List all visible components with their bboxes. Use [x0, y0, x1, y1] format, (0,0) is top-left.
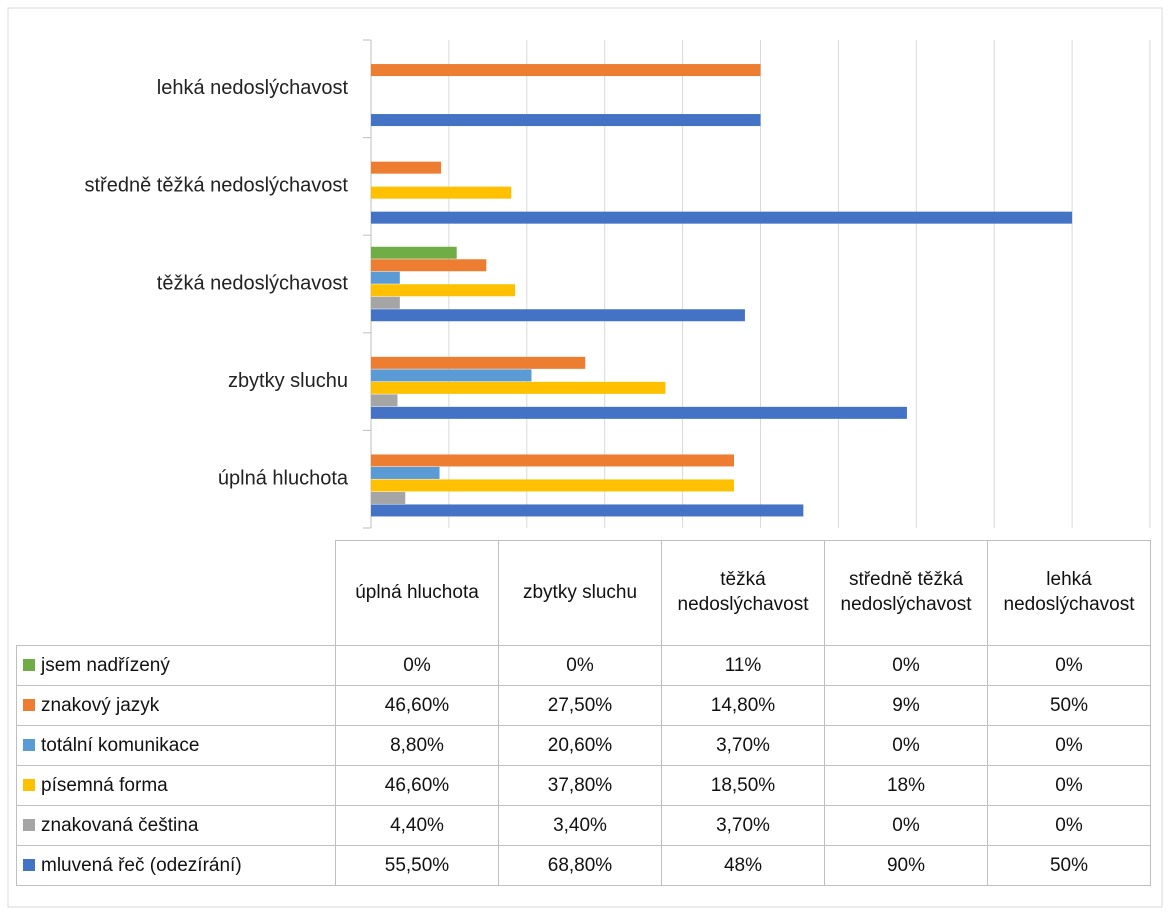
bar — [371, 381, 666, 394]
y-tick-label: středně těžká nedoslýchavost — [85, 175, 349, 197]
value-cell: 3,70% — [661, 725, 825, 766]
value-cell: 18,50% — [661, 765, 825, 806]
value-cell: 20,60% — [498, 725, 662, 766]
bar — [371, 406, 907, 419]
header-cell: lehká nedoslýchavost — [987, 540, 1151, 646]
bar — [371, 246, 457, 259]
value-cell: 0% — [498, 645, 662, 686]
value-cell: 0% — [824, 725, 988, 766]
legend-swatch — [23, 698, 35, 711]
bar — [371, 369, 532, 382]
table-row: totální komunikace 8,80% 20,60% 3,70% 0% 0% — [16, 725, 1151, 766]
legend-cell: jsem nadřízený — [16, 645, 336, 686]
value-cell: 46,60% — [335, 765, 499, 806]
bar — [371, 479, 735, 492]
value-cell: 14,80% — [661, 685, 825, 726]
chart-border — [7, 7, 1163, 908]
legend-cell: znakovaná čeština — [16, 805, 336, 846]
header-cell: úplná hluchota — [335, 540, 499, 646]
value-cell: 0% — [987, 645, 1151, 686]
legend-label: mluvená řeč (odezírání) — [41, 854, 242, 876]
bar — [371, 259, 487, 272]
bar — [371, 504, 804, 517]
value-cell: 37,80% — [498, 765, 662, 806]
table-row: znakový jazyk 46,60% 27,50% 14,80% 9% 50% — [16, 685, 1151, 726]
value-cell: 27,50% — [498, 685, 662, 726]
bar — [371, 64, 761, 77]
value-cell: 50% — [987, 845, 1151, 886]
value-cell: 8,80% — [335, 725, 499, 766]
table-row: znakovaná čeština 4,40% 3,40% 3,70% 0% 0% — [16, 805, 1151, 846]
legend-swatch — [23, 778, 35, 791]
value-cell: 0% — [335, 645, 499, 686]
value-cell: 18% — [824, 765, 988, 806]
bar — [371, 309, 745, 322]
bar — [371, 394, 398, 407]
bar — [371, 284, 516, 297]
y-tick-label: úplná hluchota — [218, 467, 349, 489]
legend-label: totální komunikace — [41, 734, 200, 756]
value-cell: 55,50% — [335, 845, 499, 886]
value-cell: 11% — [661, 645, 825, 686]
bar — [371, 186, 512, 199]
legend-cell: mluvená řeč (odezírání) — [16, 845, 336, 886]
value-cell: 0% — [824, 645, 988, 686]
legend-cell: písemná forma — [16, 765, 336, 806]
value-cell: 3,40% — [498, 805, 662, 846]
value-cell: 0% — [987, 805, 1151, 846]
legend-cell: znakový jazyk — [16, 685, 336, 726]
legend-swatch — [23, 658, 35, 671]
value-cell: 68,80% — [498, 845, 662, 886]
bar — [371, 296, 400, 309]
value-cell: 0% — [987, 725, 1151, 766]
bar — [371, 466, 440, 479]
y-tick-label: těžká nedoslýchavost — [157, 272, 349, 294]
header-cell: středně těžká nedoslýchavost — [824, 540, 988, 646]
header-row: úplná hluchota zbytky sluchu těžká nedoslý… — [16, 540, 1151, 646]
header-cell: zbytky sluchu — [498, 540, 662, 646]
value-cell: 48% — [661, 845, 825, 886]
legend-label: znakový jazyk — [41, 694, 160, 716]
table-row: mluvená řeč (odezírání) 55,50% 68,80% 48% 90… — [16, 845, 1151, 886]
value-cell: 3,70% — [661, 805, 825, 846]
legend-swatch — [23, 738, 35, 751]
value-cell: 4,40% — [335, 805, 499, 846]
legend-swatch — [23, 818, 35, 831]
bar — [371, 161, 442, 174]
value-cell: 90% — [824, 845, 988, 886]
bar — [371, 211, 1073, 224]
value-cell: 46,60% — [335, 685, 499, 726]
table-row: písemná forma 46,60% 37,80% 18,50% 18% 0% — [16, 765, 1151, 806]
legend-swatch — [23, 858, 35, 871]
header-cell: těžká nedoslýchavost — [661, 540, 825, 646]
data-table: úplná hluchota zbytky sluchu těžká nedoslý… — [16, 540, 1151, 886]
bar — [371, 271, 400, 284]
value-cell: 50% — [987, 685, 1151, 726]
bar — [371, 356, 586, 369]
legend-label: jsem nadřízený — [41, 654, 170, 676]
blank-cell — [16, 540, 336, 646]
table-row: jsem nadřízený 0% 0% 11% 0% 0% — [16, 645, 1151, 686]
bar — [371, 491, 406, 504]
y-tick-label: lehká nedoslýchavost — [157, 77, 349, 99]
legend-label: znakovaná čeština — [41, 814, 199, 836]
value-cell: 0% — [987, 765, 1151, 806]
bar — [371, 454, 735, 467]
value-cell: 0% — [824, 805, 988, 846]
y-tick-label: zbytky sluchu — [228, 370, 348, 392]
bar — [371, 114, 761, 127]
value-cell: 9% — [824, 685, 988, 726]
legend-label: písemná forma — [41, 774, 168, 796]
legend-cell: totální komunikace — [16, 725, 336, 766]
